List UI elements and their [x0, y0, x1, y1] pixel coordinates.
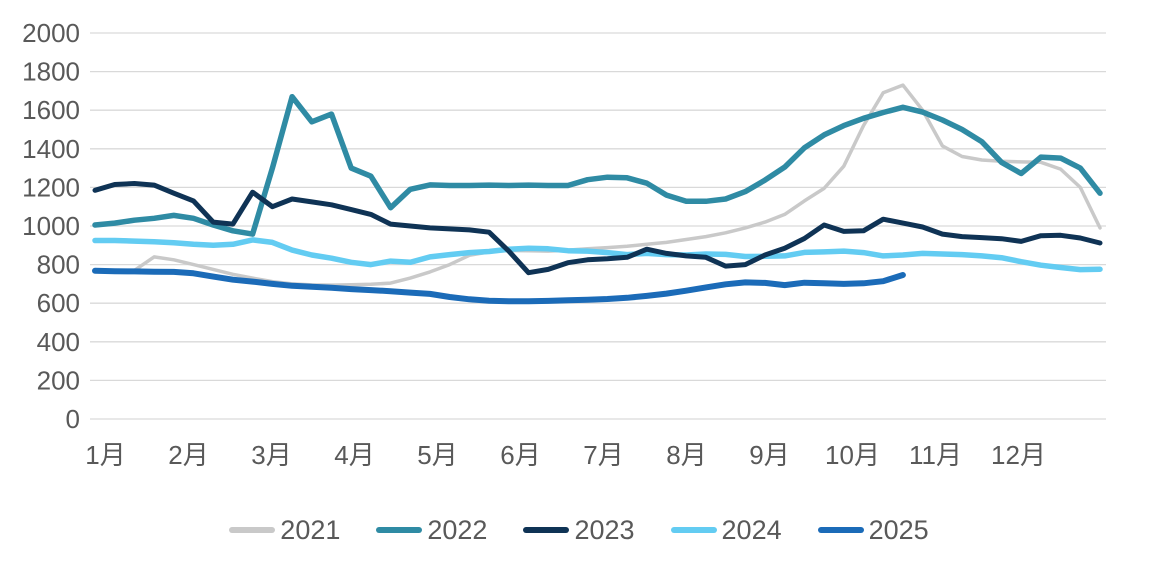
- y-axis-tick-label: 200: [37, 365, 80, 395]
- legend-label-2021: 2021: [280, 514, 341, 545]
- series-line-2025: [92, 267, 906, 305]
- legend-label-2022: 2022: [427, 514, 488, 545]
- legend-line-swatch-2025: [817, 527, 864, 533]
- x-axis-month-label: 10月: [825, 440, 880, 470]
- y-axis-tick-label: 1400: [22, 134, 80, 164]
- y-axis-tick-label: 400: [37, 327, 80, 357]
- y-axis-tick-label: 1600: [22, 95, 80, 125]
- x-axis-month-label: 6月: [500, 440, 540, 470]
- y-axis-tick-label: 1000: [22, 211, 80, 241]
- legend: 2021 2022 2023 2024 2025: [0, 492, 1158, 568]
- x-axis-month-label: 11月: [909, 440, 962, 470]
- y-axis-tick-label: 2000: [22, 18, 80, 48]
- x-axis-month-label: 9月: [749, 440, 789, 470]
- x-axis-month-label: 7月: [583, 440, 623, 470]
- legend-line-swatch-2022: [376, 527, 423, 533]
- legend-line-swatch-2021: [229, 527, 276, 533]
- y-axis-tick-label: 800: [37, 250, 80, 280]
- x-axis-month-label: 2月: [168, 440, 208, 470]
- y-axis-tick-label: 0: [66, 404, 80, 434]
- y-axis-tick-label: 600: [37, 288, 80, 318]
- legend-item-2023: 2023: [523, 514, 635, 545]
- legend-label-2024: 2024: [721, 514, 782, 545]
- x-axis-month-label: 12月: [991, 440, 1046, 470]
- y-axis-tick-label: 1800: [22, 57, 80, 87]
- x-axis-month-label: 8月: [666, 440, 706, 470]
- series-line-2022: [92, 93, 1103, 237]
- legend-item-2024: 2024: [670, 514, 782, 545]
- x-axis-month-label: 4月: [334, 440, 374, 470]
- x-axis-month-label: 3月: [251, 440, 291, 470]
- legend-item-2021: 2021: [229, 514, 341, 545]
- x-axis-month-label: 1月: [85, 440, 125, 470]
- legend-label-2025: 2025: [868, 514, 929, 545]
- line-chart: 0 200 400 600 800 1000 1200 1400 1600 1800 2000 1月 2…: [22, 18, 1106, 470]
- y-axis-tick-label: 1200: [22, 172, 80, 202]
- legend-line-swatch-2024: [670, 527, 717, 533]
- series-line-2023: [92, 181, 1103, 276]
- legend-item-2025: 2025: [817, 514, 929, 545]
- legend-line-swatch-2023: [523, 527, 570, 533]
- legend-label-2023: 2023: [574, 514, 635, 545]
- series-line-2024: [92, 237, 1103, 273]
- legend-item-2022: 2022: [376, 514, 488, 545]
- x-axis-month-label: 5月: [417, 440, 457, 470]
